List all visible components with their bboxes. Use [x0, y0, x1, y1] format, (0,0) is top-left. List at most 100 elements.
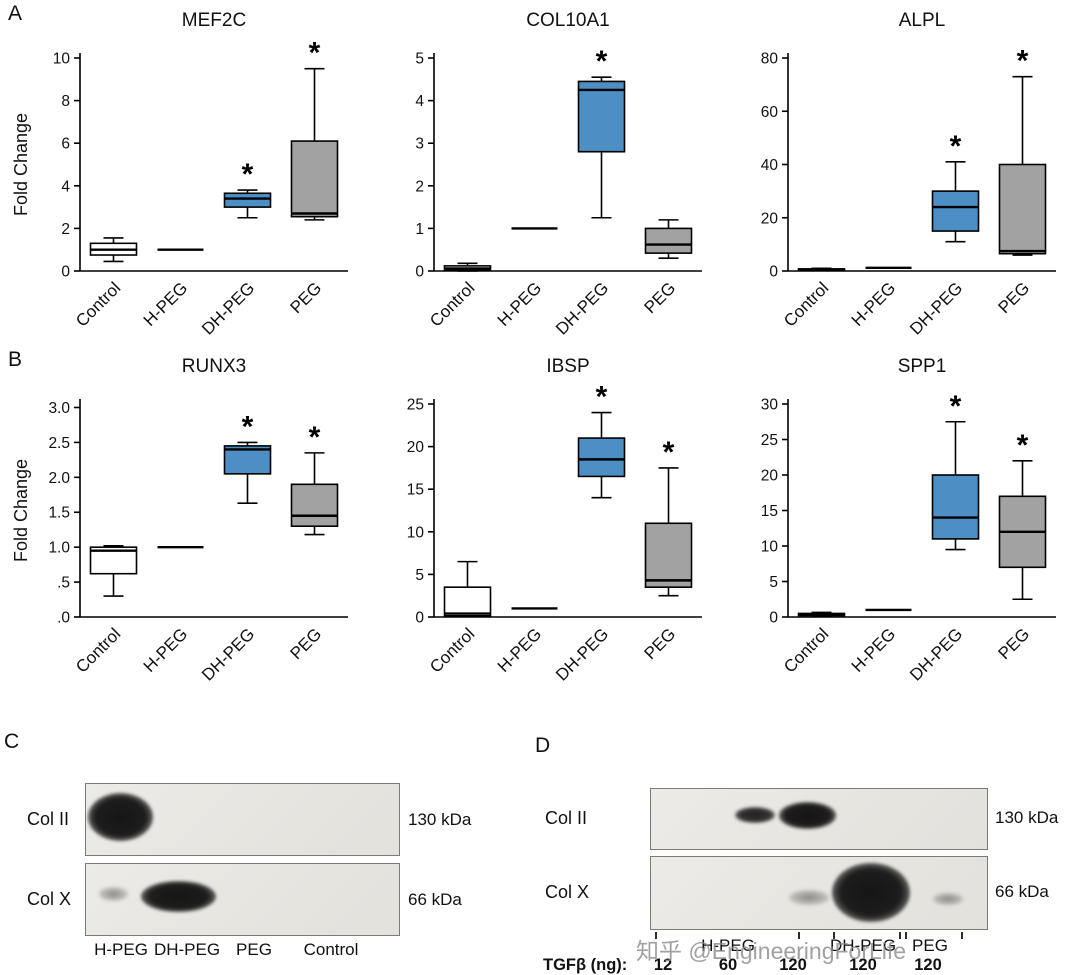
tgfb-value-4: 120 [849, 956, 877, 974]
svg-text:Control: Control [72, 624, 124, 676]
svg-text:Fold Change: Fold Change [12, 459, 31, 562]
blot-membrane-d-colx [650, 856, 988, 930]
svg-text:*: * [242, 158, 254, 191]
svg-text:15: 15 [761, 503, 778, 520]
lane-bracket-dhpeg [833, 932, 901, 939]
svg-text:40: 40 [761, 157, 779, 174]
svg-text:10: 10 [53, 51, 71, 68]
svg-text:DH-PEG: DH-PEG [552, 278, 612, 338]
blot-band [735, 807, 776, 823]
svg-text:1.0: 1.0 [48, 540, 70, 557]
svg-text:5: 5 [415, 567, 424, 584]
chart-col10a1: COL10A1 0 1 2 3 4 5 Control H-PEG * DH-PEG PEG [366, 8, 716, 349]
panel-b-chart-row: RUNX3 .0 .5 1.0 1.5 2.0 2.5 3.0 Fold Change Cont… [11, 354, 1070, 695]
svg-text:Control: Control [426, 624, 478, 676]
svg-text:5: 5 [769, 574, 778, 591]
lane-bracket-peg [905, 932, 963, 939]
blot-band [98, 886, 129, 901]
svg-text:15: 15 [407, 482, 424, 499]
svg-text:DH-PEG: DH-PEG [198, 624, 258, 684]
blot-row-label-col2-c: Col II [27, 809, 70, 829]
lane-label-dhpeg-c: DH-PEG [153, 940, 221, 959]
watermark: 知乎 @EngineeringForLife [636, 938, 907, 964]
svg-text:4: 4 [415, 93, 424, 110]
svg-text:8: 8 [61, 93, 70, 110]
blot-band [778, 802, 836, 829]
chart-runx3: RUNX3 .0 .5 1.0 1.5 2.0 2.5 3.0 Fold Change Cont… [11, 354, 362, 695]
svg-text:*: * [663, 436, 675, 469]
panel-d: D Col II Col X 130 kDa 66 kDa H-PEG DH-P… [535, 726, 1080, 975]
blot-band [832, 862, 910, 922]
tgfb-row-label: TGFβ (ng): [543, 956, 628, 974]
svg-text:PEG: PEG [287, 624, 326, 663]
boxplot-col10a1: 0 1 2 3 4 5 Control H-PEG * DH-PEG PEG [415, 45, 702, 339]
tgfb-value-5: 120 [914, 956, 942, 974]
blot-membrane-c-colx [85, 863, 400, 936]
svg-text:*: * [596, 45, 608, 78]
panel-a-chart-row: MEF2C 0 2 4 6 8 10 Fold Change Control H-PEG * DH-… [11, 8, 1070, 349]
tgfb-value-1: 12 [653, 956, 673, 974]
blot-membrane-d-col2 [650, 788, 988, 850]
svg-text:*: * [596, 381, 608, 414]
svg-text:20: 20 [407, 439, 425, 456]
boxplot-ibsp: 0 5 10 15 20 25 Control H-PEG * DH-PEG * PEG [407, 381, 702, 685]
svg-text:*: * [309, 421, 321, 454]
lane-bracket-hpeg [655, 932, 800, 939]
svg-text:2.5: 2.5 [48, 435, 70, 452]
svg-text:*: * [1017, 45, 1029, 78]
svg-text:DH-PEG: DH-PEG [906, 624, 966, 684]
svg-text:Fold Change: Fold Change [12, 113, 31, 216]
svg-text:H-PEG: H-PEG [494, 624, 546, 676]
svg-text:*: * [309, 37, 321, 70]
svg-text:30: 30 [761, 397, 779, 414]
chart-title-alpl: ALPL [898, 10, 946, 31]
panel-c: C Col II Col X 130 kDa 66 kDa H-PEG DH-P… [0, 728, 535, 975]
svg-text:5: 5 [415, 51, 424, 68]
svg-text:H-PEG: H-PEG [140, 624, 192, 676]
kda-label-66-d: 66 kDa [995, 882, 1049, 901]
tgfb-value-3: 120 [779, 956, 807, 974]
lane-label-hpeg-c: H-PEG [94, 940, 148, 959]
blot-band [788, 890, 830, 905]
kda-label-130-c: 130 kDa [408, 810, 472, 829]
svg-text:*: * [242, 410, 254, 443]
svg-text:H-PEG: H-PEG [848, 624, 900, 676]
svg-text:0: 0 [769, 610, 778, 627]
svg-text:*: * [950, 390, 962, 423]
boxplot-mef2c: 0 2 4 6 8 10 Fold Change Control H-PEG * DH-PEG * PE… [11, 37, 348, 339]
panel-d-label: D [535, 734, 551, 757]
chart-title-mef2c: MEF2C [181, 10, 247, 31]
blot-band [933, 893, 964, 905]
svg-text:10: 10 [407, 524, 425, 541]
tgfb-value-2: 60 [718, 956, 738, 974]
blot-row-label-col2-d: Col II [545, 808, 588, 828]
group-label-dhpeg-d: DH-PEG [829, 936, 897, 955]
svg-text:60: 60 [761, 104, 779, 121]
svg-text:Control: Control [780, 278, 832, 330]
svg-text:Control: Control [780, 624, 832, 676]
svg-text:3: 3 [415, 136, 424, 153]
svg-text:10: 10 [761, 539, 779, 556]
svg-text:PEG: PEG [641, 624, 680, 663]
blot-membrane-c-col2 [85, 783, 400, 856]
svg-text:DH-PEG: DH-PEG [198, 278, 258, 338]
svg-text:DH-PEG: DH-PEG [552, 624, 612, 684]
group-label-hpeg-d: H-PEG [701, 936, 755, 955]
svg-text:0: 0 [61, 264, 70, 281]
blot-band [140, 881, 216, 913]
kda-label-66-c: 66 kDa [408, 890, 462, 909]
svg-text:DH-PEG: DH-PEG [906, 278, 966, 338]
svg-text:1: 1 [415, 221, 424, 238]
blot-band [87, 792, 154, 841]
svg-text:.5: .5 [57, 575, 70, 592]
svg-text:0: 0 [415, 264, 424, 281]
boxplot-runx3: .0 .5 1.0 1.5 2.0 2.5 3.0 Fold Change Control H-P… [11, 399, 348, 685]
svg-text:6: 6 [61, 136, 70, 153]
svg-text:1.5: 1.5 [48, 505, 70, 522]
svg-text:*: * [1017, 429, 1029, 462]
kda-label-130-d: 130 kDa [995, 808, 1059, 827]
chart-title-col10a1: COL10A1 [526, 10, 610, 31]
svg-text:2.0: 2.0 [48, 470, 70, 487]
svg-text:H-PEG: H-PEG [140, 278, 192, 330]
